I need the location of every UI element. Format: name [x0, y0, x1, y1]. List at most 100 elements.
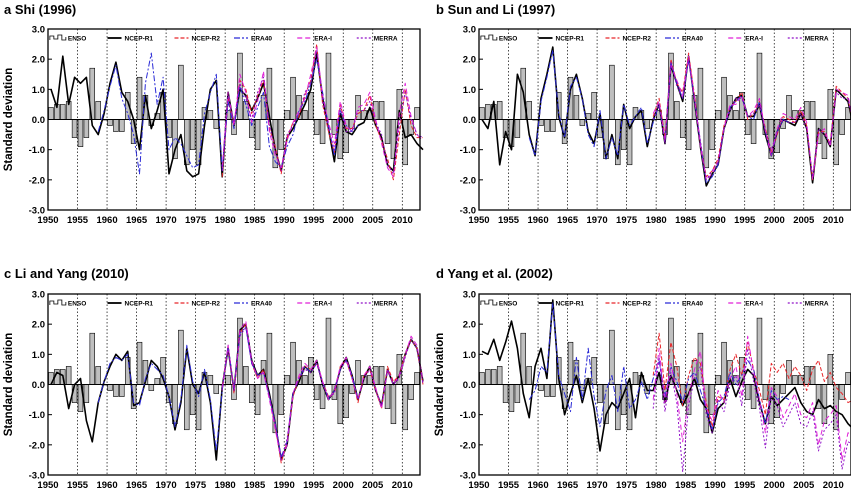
panel-a-enso-bar [189, 119, 196, 150]
panel-a-enso-bar [355, 95, 361, 120]
panel-a-series-ncep-r2 [221, 43, 423, 181]
panel-c-x-tick-label: 2000 [333, 480, 354, 491]
panel-b-enso-bar [715, 110, 721, 120]
panel-a-legend-era-i: ERA-I [297, 36, 332, 43]
panel-b-x-tick-label: 1985 [675, 215, 697, 226]
panel-b-series-era-i [652, 55, 851, 181]
panel-a-enso-bar [207, 110, 214, 120]
panel-d-enso-bar [496, 366, 503, 385]
panel-b-x-tick-label: 2010 [823, 215, 844, 226]
panel-d-x-tick-label: 1990 [705, 480, 726, 491]
panel-c-legend-label: NCEP-R1 [125, 301, 154, 308]
panel-c: c Li and Yang (2010) Standard deviation … [3, 266, 424, 491]
panel-b-x-tick-label: 2000 [764, 215, 785, 226]
panel-a-x-tick-label: 1995 [303, 215, 325, 226]
panel-c-x-tick-label: 1985 [244, 480, 266, 491]
panel-c-enso-bar [384, 384, 391, 409]
panel-c-enso-bar [408, 384, 414, 400]
panel-a-enso-bar [83, 119, 90, 138]
panel-c-x-tick-label: 1950 [37, 480, 58, 491]
panel-d-y-tick-label: -1.0 [460, 410, 476, 421]
panel-b-enso-bar [609, 64, 615, 120]
panel-d-legend-ncep-r2: NCEP-R2 [605, 301, 651, 308]
panel-a-letter: a [4, 2, 15, 17]
panel-b-y-tick-label: 0.0 [463, 115, 476, 126]
panel-c-enso-bar [148, 384, 155, 391]
panel-c-x-tick-label: 2010 [392, 480, 413, 491]
panel-b-enso-bar [591, 92, 597, 120]
panel-b-legend-label: ERA-I [745, 36, 763, 43]
panel-b-series-ncep-r2 [652, 52, 851, 181]
panel-b-legend-label: MERRA [805, 36, 829, 43]
panel-a-enso-bar [331, 119, 338, 135]
panel-d-enso-bar [485, 369, 491, 385]
panel-b-enso-bar [514, 119, 521, 138]
panel-c-y-tick-label: -1.0 [29, 410, 45, 421]
panel-d-y-axis-label: Standard deviation [434, 333, 446, 437]
panel-c-legend-label: NCEP-R2 [191, 301, 220, 308]
panel-c-enso-bar [313, 384, 320, 400]
panel-b-title-text: Sun and Li (1997) [448, 2, 556, 17]
panel-a-enso-bar [254, 119, 261, 150]
panel-c-legend-era-i: ERA-I [297, 301, 332, 308]
panel-a-y-tick-label: -2.0 [29, 175, 45, 186]
panel-a-enso-bar [77, 119, 84, 147]
panel-d-x-tick-label: 2005 [793, 480, 815, 491]
panel-c-enso-bar [254, 384, 261, 415]
panel-c-enso-bar [302, 375, 308, 385]
panel-a-legend-ncep-r1: NCEP-R1 [107, 36, 153, 43]
panel-b-x-tick-label: 1950 [468, 215, 489, 226]
panel-c-enso-bar [95, 366, 101, 385]
panel-a-y-axis-label: Standard deviation [3, 68, 15, 172]
panel-b-x-tick-label: 1970 [587, 215, 608, 226]
panel-c-enso-bar [266, 332, 273, 385]
panel-a-legend-label: ERA40 [251, 36, 272, 43]
panel-b-enso-bar [721, 76, 727, 120]
panel-a-x-tick-label: 2010 [392, 215, 413, 226]
panel-c-enso-bar [325, 317, 332, 385]
panel-c-enso-bar [184, 384, 190, 431]
panel-d-x-tick-label: 1980 [646, 480, 667, 491]
panel-d-legend-label: MERRA [805, 301, 829, 308]
panel-a-enso-bar [378, 101, 385, 120]
panel-d-enso-bar [538, 384, 544, 391]
panel-c-x-tick-label: 1965 [126, 480, 148, 491]
panel-b-enso-bar [674, 101, 680, 120]
panel-a-legend-merra: MERRA [356, 36, 398, 43]
panel-b-legend-label: NCEP-R2 [622, 36, 651, 43]
panel-c-legend-era40: ERA40 [234, 301, 272, 308]
panel-a: a Shi (1996) Standard deviation 3.0 2.0 1.… [3, 2, 424, 226]
panel-d-legend-label: NCEP-R2 [622, 301, 651, 308]
panel-d-x-tick-label: 1995 [734, 480, 756, 491]
panel-b-x-tick-label: 2005 [793, 215, 815, 226]
panel-a-x-tick-label: 1960 [96, 215, 117, 226]
panel-c-y-tick-label: -3.0 [29, 471, 45, 482]
panel-b-enso-bar [809, 101, 816, 120]
panel-a-x-tick-label: 1970 [156, 215, 177, 226]
panel-b-enso-bar [697, 67, 704, 120]
panel-d-title: d Yang et al. (2002) [436, 266, 553, 281]
panel-a-y-tick-label: 3.0 [32, 25, 45, 36]
panel-d-legend-era-i: ERA-I [728, 301, 763, 308]
panel-a-legend-enso-symbol [49, 34, 67, 41]
panel-b-legend-ncep-r1: NCEP-R1 [538, 36, 584, 43]
panel-b-legend-era-i: ERA-I [728, 36, 763, 43]
panel-b-x-tick-label: 1955 [498, 215, 520, 226]
panel-d-y-tick-label: 1.0 [463, 350, 476, 361]
panel-c-enso-bar [402, 384, 408, 431]
panel-c-enso-bar [113, 384, 119, 397]
panel-a-enso-bar [313, 119, 320, 135]
panel-d-enso-bar [632, 372, 639, 385]
panel-a-enso-bar [325, 52, 332, 120]
panel-b-enso-bar [685, 119, 692, 150]
panel-a-x-tick-label: 1980 [215, 215, 236, 226]
panel-d-x-tick-label: 1975 [616, 480, 638, 491]
panel-d-enso-bar [744, 384, 751, 400]
panel-a-x-tick-label: 2005 [362, 215, 384, 226]
panel-b-legend-label: ENSO [499, 36, 517, 43]
panel-a-enso-bar [136, 76, 143, 120]
panel-c-enso-bar [284, 375, 290, 385]
panel-c-title-text: Li and Yang (2010) [15, 266, 129, 281]
panel-d-x-tick-label: 2010 [823, 480, 844, 491]
panel-d-x-tick-label: 1965 [557, 480, 579, 491]
